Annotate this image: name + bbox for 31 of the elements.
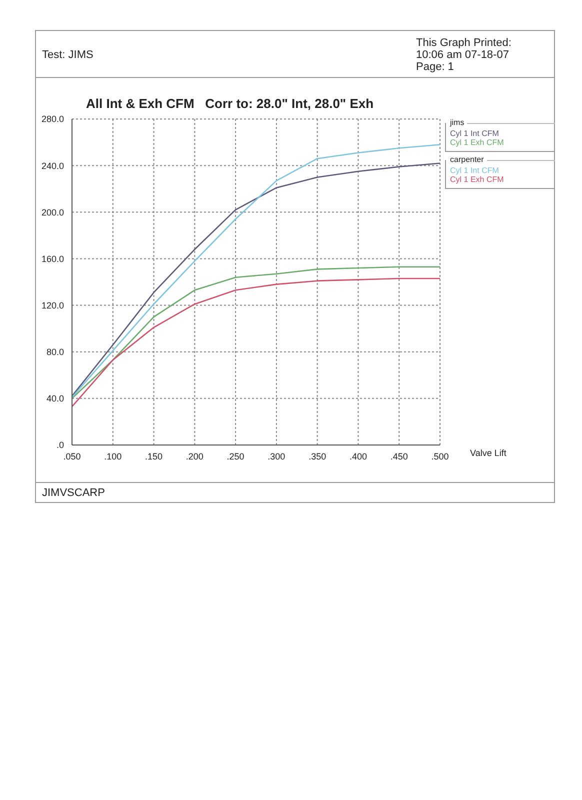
x-tick-label: .250 — [226, 451, 244, 462]
text: 10:06 am 07-18-07 — [416, 49, 510, 61]
chart-title: All Int & Exh CFM Corr to: 28.0" Int, 28.0" Exh — [86, 96, 374, 111]
y-tick-label: 240.0 — [41, 160, 64, 171]
x-tick-label: .200 — [186, 451, 204, 462]
y-tick-label: 120.0 — [41, 300, 64, 310]
x-tick-label: .100 — [104, 451, 122, 462]
y-tick-label: 160.0 — [41, 254, 64, 264]
y-tick-label: 40.0 — [46, 394, 64, 404]
text: JIMVSCARP — [42, 487, 105, 499]
y-tick-label: 280.0 — [41, 114, 64, 124]
x-axis-title: Valve Lift — [470, 448, 506, 458]
text: Cyl 1 Exh CFM — [450, 138, 505, 147]
text: jims — [450, 118, 468, 127]
text: Page: 1 — [416, 61, 455, 73]
x-tick-label: .400 — [349, 451, 367, 462]
x-tick-label: .150 — [145, 451, 163, 462]
x-tick-label: .350 — [308, 451, 326, 462]
y-tick-label: .0 — [56, 440, 64, 450]
text: This Graph Printed: — [416, 37, 512, 49]
text: Cyl 1 Exh CFM — [450, 175, 505, 184]
x-tick-label: .450 — [390, 451, 408, 462]
x-tick-label: .050 — [63, 451, 81, 462]
y-tick-label: 200.0 — [41, 207, 64, 218]
text: Test: JIMS — [42, 49, 94, 61]
x-tick-label: .300 — [268, 451, 286, 462]
text: Cyl 1 Int CFM — [450, 166, 500, 175]
text: Cyl 1 Int CFM — [450, 129, 500, 138]
x-tick-label: .500 — [431, 451, 449, 462]
text: carpenter — [450, 155, 487, 164]
y-tick-label: 80.0 — [46, 347, 64, 358]
